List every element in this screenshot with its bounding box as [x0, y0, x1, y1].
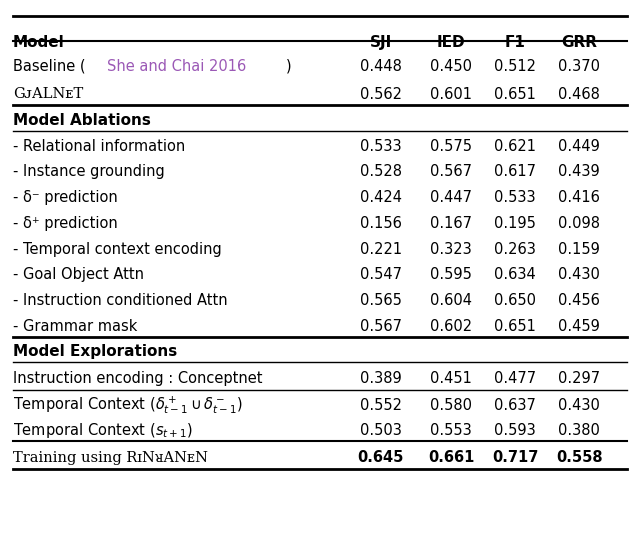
Text: 0.533: 0.533	[360, 139, 402, 154]
Text: 0.547: 0.547	[360, 267, 402, 282]
Text: 0.601: 0.601	[430, 87, 472, 102]
Text: 0.451: 0.451	[430, 371, 472, 386]
Text: 0.503: 0.503	[360, 423, 402, 438]
Text: GRR: GRR	[561, 35, 597, 50]
Text: 0.297: 0.297	[558, 371, 600, 386]
Text: Instruction encoding : Conceptnet: Instruction encoding : Conceptnet	[13, 371, 262, 386]
Text: 0.424: 0.424	[360, 190, 402, 205]
Text: 0.380: 0.380	[558, 423, 600, 438]
Text: - δ⁺ prediction: - δ⁺ prediction	[13, 216, 118, 231]
Text: 0.604: 0.604	[430, 293, 472, 308]
Text: Temporal Context ($s_{t+1}$): Temporal Context ($s_{t+1}$)	[13, 421, 193, 441]
Text: 0.651: 0.651	[494, 319, 536, 334]
Text: 0.617: 0.617	[494, 165, 536, 180]
Text: - Instruction conditioned Attn: - Instruction conditioned Attn	[13, 293, 227, 308]
Text: SJI: SJI	[370, 35, 392, 50]
Text: GᴊALNᴇT: GᴊALNᴇT	[13, 87, 83, 101]
Text: 0.651: 0.651	[494, 87, 536, 102]
Text: 0.593: 0.593	[494, 423, 536, 438]
Text: ): )	[286, 59, 292, 74]
Text: - Relational information: - Relational information	[13, 139, 185, 154]
Text: 0.650: 0.650	[494, 293, 536, 308]
Text: F1: F1	[505, 35, 525, 50]
Text: 0.558: 0.558	[556, 450, 602, 465]
Text: 0.512: 0.512	[494, 59, 536, 74]
Text: Temporal Context ($\delta^+_{t-1} \cup \delta^-_{t-1}$): Temporal Context ($\delta^+_{t-1} \cup \…	[13, 394, 243, 416]
Text: 0.562: 0.562	[360, 87, 402, 102]
Text: Model Ablations: Model Ablations	[13, 113, 150, 128]
Text: 0.634: 0.634	[494, 267, 536, 282]
Text: 0.439: 0.439	[558, 165, 600, 180]
Text: - Grammar mask: - Grammar mask	[13, 319, 137, 334]
Text: - Instance grounding: - Instance grounding	[13, 165, 164, 180]
Text: 0.565: 0.565	[360, 293, 402, 308]
Text: 0.389: 0.389	[360, 371, 402, 386]
Text: 0.567: 0.567	[430, 165, 472, 180]
Text: She and Chai 2016: She and Chai 2016	[106, 59, 246, 74]
Text: 0.323: 0.323	[430, 242, 472, 257]
Text: 0.645: 0.645	[358, 450, 404, 465]
Text: Model: Model	[13, 35, 65, 50]
Text: 0.450: 0.450	[430, 59, 472, 74]
Text: 0.637: 0.637	[494, 398, 536, 413]
Text: 0.528: 0.528	[360, 165, 402, 180]
Text: - Temporal context encoding: - Temporal context encoding	[13, 242, 221, 257]
Text: 0.195: 0.195	[494, 216, 536, 231]
Text: 0.661: 0.661	[428, 450, 474, 465]
Text: 0.459: 0.459	[558, 319, 600, 334]
Text: 0.159: 0.159	[558, 242, 600, 257]
Text: 0.595: 0.595	[430, 267, 472, 282]
Text: 0.447: 0.447	[430, 190, 472, 205]
Text: 0.533: 0.533	[494, 190, 536, 205]
Text: 0.430: 0.430	[558, 267, 600, 282]
Text: 0.717: 0.717	[492, 450, 538, 465]
Text: 0.575: 0.575	[430, 139, 472, 154]
Text: - Goal Object Attn: - Goal Object Attn	[13, 267, 144, 282]
Text: 0.553: 0.553	[430, 423, 472, 438]
Text: 0.263: 0.263	[494, 242, 536, 257]
Text: 0.621: 0.621	[494, 139, 536, 154]
Text: 0.221: 0.221	[360, 242, 402, 257]
Text: 0.449: 0.449	[558, 139, 600, 154]
Text: Model Explorations: Model Explorations	[13, 344, 177, 359]
Text: 0.430: 0.430	[558, 398, 600, 413]
Text: 0.370: 0.370	[558, 59, 600, 74]
Text: 0.552: 0.552	[360, 398, 402, 413]
Text: 0.156: 0.156	[360, 216, 402, 231]
Text: 0.448: 0.448	[360, 59, 402, 74]
Text: 0.477: 0.477	[494, 371, 536, 386]
Text: Training using RɪNᴚANᴇN: Training using RɪNᴚANᴇN	[13, 451, 208, 465]
Text: 0.602: 0.602	[430, 319, 472, 334]
Text: 0.416: 0.416	[558, 190, 600, 205]
Text: 0.468: 0.468	[558, 87, 600, 102]
Text: 0.567: 0.567	[360, 319, 402, 334]
Text: 0.580: 0.580	[430, 398, 472, 413]
Text: 0.098: 0.098	[558, 216, 600, 231]
Text: IED: IED	[437, 35, 465, 50]
Text: 0.167: 0.167	[430, 216, 472, 231]
Text: - δ⁻ prediction: - δ⁻ prediction	[13, 190, 118, 205]
Text: 0.456: 0.456	[558, 293, 600, 308]
Text: Baseline (: Baseline (	[13, 59, 85, 74]
